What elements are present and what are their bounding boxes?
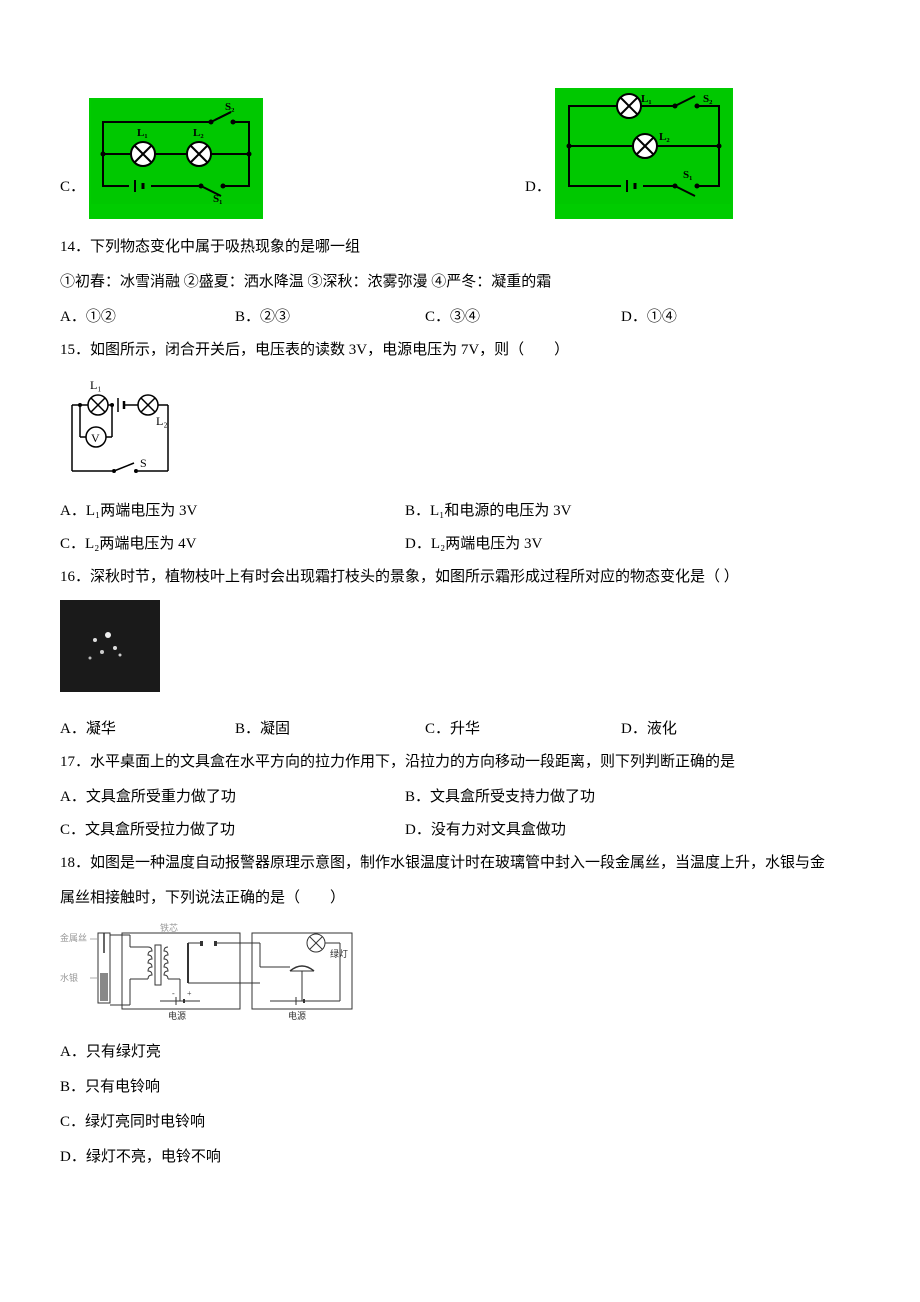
q14-a: A．①② xyxy=(60,301,235,334)
q18-d: D．绿灯不亮，电铃不响 xyxy=(60,1141,860,1174)
q16-a: A．凝华 xyxy=(60,713,235,746)
svg-text:V: V xyxy=(91,431,100,445)
q18-b: B．只有电铃响 xyxy=(60,1071,860,1104)
q16-c: C．升华 xyxy=(425,713,621,746)
svg-text:铁芯: 铁芯 xyxy=(160,923,178,933)
q13-option-d: D． L₁ S₂ xyxy=(525,88,733,219)
q17-row1: A．文具盒所受重力做了功 B．文具盒所受支持力做了功 xyxy=(60,781,860,814)
q16-frost-image xyxy=(60,600,160,692)
svg-text:L₂: L₂ xyxy=(193,127,204,139)
q16-b: B．凝固 xyxy=(235,713,425,746)
q14-line2: ①初春：冰雪消融 ②盛夏：洒水降温 ③深秋：浓雾弥漫 ④严冬：凝重的霜 xyxy=(60,266,860,299)
svg-text:电源: 电源 xyxy=(288,1010,306,1021)
q14-c: C．③④ xyxy=(425,301,621,334)
q13-c-label: C． xyxy=(60,171,85,204)
svg-text:L₁: L₁ xyxy=(90,378,102,392)
q15-d: D．L₂两端电压为 3V xyxy=(405,528,860,561)
svg-text:L₁: L₁ xyxy=(137,127,148,139)
q14-options: A．①② B．②③ C．③④ D．①④ xyxy=(60,301,860,334)
svg-text:绿灯: 绿灯 xyxy=(330,948,348,959)
q16-d: D．液化 xyxy=(621,713,677,746)
svg-text:L₂: L₂ xyxy=(156,414,168,428)
svg-text:水银: 水银 xyxy=(60,972,78,983)
svg-text:+: + xyxy=(187,989,192,998)
q13-d-label: D． xyxy=(525,171,551,204)
q14-b: B．②③ xyxy=(235,301,425,334)
q13-circuit-c: S₂ L₁ L₂ xyxy=(89,98,263,219)
q15-row1: A．L₁两端电压为 3V B．L₁和电源的电压为 3V xyxy=(60,495,860,528)
q14-d: D．①④ xyxy=(621,301,677,334)
q15-a: A．L₁两端电压为 3V xyxy=(60,495,405,528)
svg-text:金属丝: 金属丝 xyxy=(60,932,87,943)
q17-b: B．文具盒所受支持力做了功 xyxy=(405,781,860,814)
q15-row2: C．L₂两端电压为 4V D．L₂两端电压为 3V xyxy=(60,528,860,561)
q17-a: A．文具盒所受重力做了功 xyxy=(60,781,405,814)
svg-text:电源: 电源 xyxy=(168,1010,186,1021)
svg-text:S₂: S₂ xyxy=(225,101,235,113)
q13-options-cd: C． S₂ L₁ xyxy=(60,88,860,219)
q18-stem1: 18．如图是一种温度自动报警器原理示意图，制作水银温度计时在玻璃管中封入一段金属… xyxy=(60,847,860,880)
q13-option-c: C． S₂ L₁ xyxy=(60,98,263,219)
q17-row2: C．文具盒所受拉力做了功 D．没有力对文具盒做功 xyxy=(60,814,860,847)
svg-text:L₂: L₂ xyxy=(659,131,670,143)
q14-stem: 14．下列物态变化中属于吸热现象的是哪一组 xyxy=(60,231,860,264)
svg-text:-: - xyxy=(172,989,175,998)
q16-options: A．凝华 B．凝固 C．升华 D．液化 xyxy=(60,713,860,746)
q15-c: C．L₂两端电压为 4V xyxy=(60,528,405,561)
q15-schematic: L₁ L₂ V S xyxy=(60,377,180,482)
q13-circuit-d: L₁ S₂ L₂ xyxy=(555,88,733,219)
q17-c: C．文具盒所受拉力做了功 xyxy=(60,814,405,847)
q18-a: A．只有绿灯亮 xyxy=(60,1036,860,1069)
svg-text:S₁: S₁ xyxy=(213,193,222,204)
q18-stem2: 属丝相接触时，下列说法正确的是（ ） xyxy=(60,882,860,915)
q18-c: C．绿灯亮同时电铃响 xyxy=(60,1106,860,1139)
svg-text:S: S xyxy=(140,456,147,470)
svg-text:L₁: L₁ xyxy=(641,93,652,105)
q16-image-wrap xyxy=(60,600,860,705)
svg-text:S₁: S₁ xyxy=(683,169,692,181)
svg-text:S₂: S₂ xyxy=(703,93,713,105)
q18-diagram: 金属丝 水银 铁芯 电源 - + xyxy=(60,923,370,1023)
q16-stem: 16．深秋时节，植物枝叶上有时会出现霜打枝头的景象，如图所示霜形成过程所对应的物… xyxy=(60,561,860,594)
q15-b: B．L₁和电源的电压为 3V xyxy=(405,495,860,528)
q15-stem: 15．如图所示，闭合开关后，电压表的读数 3V，电源电压为 7V，则（ ） xyxy=(60,334,860,367)
q17-stem: 17．水平桌面上的文具盒在水平方向的拉力作用下，沿拉力的方向移动一段距离，则下列… xyxy=(60,746,860,779)
q17-d: D．没有力对文具盒做功 xyxy=(405,814,860,847)
